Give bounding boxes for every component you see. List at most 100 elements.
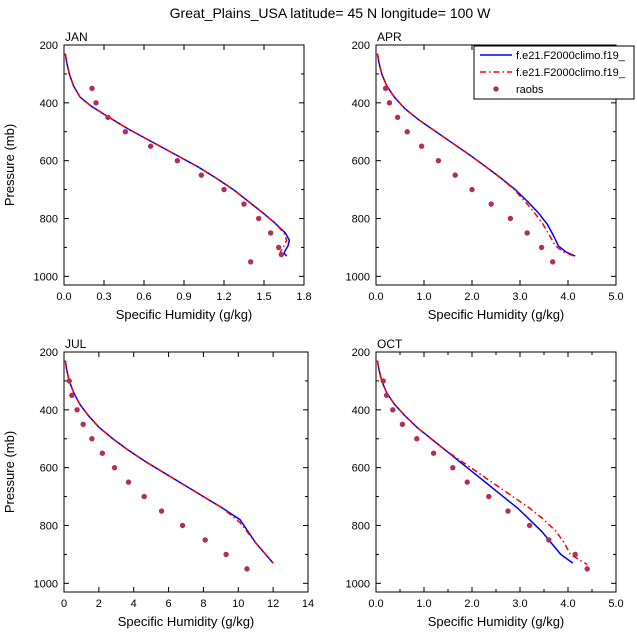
- panel-oct: 200 400 600 800 1000 0.0 1.0 2.0 3.0 4.0 5.0 Specif…: [346, 337, 624, 629]
- raobs-point: [435, 157, 442, 164]
- x-tick-label: 1.0: [416, 291, 431, 303]
- legend-marker: [493, 86, 499, 92]
- plot-frame: [63, 44, 305, 286]
- raobs-point: [430, 450, 437, 456]
- raobs-point: [450, 464, 456, 471]
- raobs-point: [125, 479, 132, 485]
- y-tick-label: 1000: [346, 578, 370, 590]
- panel-title: JAN: [65, 30, 88, 44]
- y-tick-label: 1000: [346, 271, 370, 283]
- raobs-point: [93, 100, 99, 106]
- x-tick-label: 1.8: [296, 291, 311, 303]
- x-tick-label: 0.0: [368, 598, 383, 610]
- x-tick-label: 4.0: [560, 598, 575, 610]
- raobs-point: [141, 493, 147, 500]
- raobs-point: [452, 172, 458, 178]
- model-line-blue: [376, 360, 574, 564]
- x-tick-label: 0: [61, 598, 67, 610]
- legend-label: f.e21.F2000climo.f19_: [516, 67, 626, 79]
- x-tick-label: 1.5: [256, 291, 271, 303]
- x-tick-label: 3.0: [512, 291, 527, 303]
- x-tick-label: 0.0: [56, 291, 71, 303]
- raobs-point: [89, 436, 95, 442]
- panels-group: 200 400 600 800 1000 0.0 0.3 0.6 0.9 1.2 1.5 1.8 Spe…: [2, 30, 624, 629]
- y-tick-label: 200: [40, 40, 58, 52]
- raobs-point: [469, 186, 475, 193]
- raobs-point: [267, 230, 274, 236]
- x-tick-label: 4: [131, 598, 137, 610]
- legend: f.e21.F2000climo.f19_ f.e21.F2000climo.f1…: [473, 45, 635, 100]
- y-tick-label: 800: [40, 520, 58, 532]
- raobs-point: [122, 129, 129, 135]
- raobs-point: [74, 407, 80, 413]
- raobs-point: [464, 479, 470, 485]
- raobs-point: [69, 392, 75, 399]
- raobs-point: [89, 85, 95, 92]
- raobs-point: [524, 230, 530, 236]
- legend-label: f.e21.F2000climo.f19_: [516, 50, 626, 62]
- raobs-point: [244, 566, 250, 572]
- x-axis-title: Specific Humidity (g/kg): [118, 614, 255, 629]
- raobs-point: [158, 508, 165, 514]
- legend-label: raobs: [516, 84, 544, 96]
- panel-jan: 200 400 600 800 1000 0.0 0.3 0.6 0.9 1.2 1.5 1.8 Spe…: [2, 30, 312, 322]
- raobs-point: [404, 129, 410, 135]
- y-tick-label: 600: [352, 156, 370, 168]
- raobs-point: [386, 100, 393, 106]
- raobs-point: [105, 114, 111, 120]
- x-tick-label: 1.0: [416, 598, 431, 610]
- raobs-point: [399, 421, 406, 427]
- x-tick-label: 0.3: [96, 291, 111, 303]
- model-line-blue: [64, 53, 291, 257]
- raobs-point: [147, 143, 154, 149]
- y-axis-title: Pressure (mb): [2, 124, 17, 206]
- raobs-point: [247, 259, 254, 265]
- model-line-red: [376, 360, 588, 566]
- panel-title: OCT: [377, 337, 403, 351]
- raobs-point: [174, 157, 181, 164]
- raobs-point: [255, 215, 262, 222]
- y-tick-label: 1000: [34, 578, 58, 590]
- raobs-point: [546, 537, 552, 543]
- y-tick-label: 800: [352, 213, 370, 225]
- panel-title: APR: [377, 30, 402, 44]
- y-tick-label: 400: [352, 98, 370, 110]
- y-axis-title: Pressure (mb): [2, 431, 17, 513]
- model-line-red: [64, 360, 274, 564]
- raobs-point: [418, 143, 425, 149]
- raobs-point: [572, 551, 578, 558]
- panel-title: JUL: [65, 337, 87, 351]
- plot-frame: [63, 351, 309, 593]
- x-tick-label: 4.0: [560, 291, 575, 303]
- y-tick-label: 200: [40, 347, 58, 359]
- y-tick-label: 600: [352, 463, 370, 475]
- x-tick-label: 0.9: [176, 291, 191, 303]
- model-line-red: [376, 53, 575, 257]
- x-tick-label: 0.0: [368, 291, 383, 303]
- figure-title: Great_Plains_USA latitude= 45 N longitud…: [170, 5, 491, 21]
- y-tick-label: 1000: [34, 271, 58, 283]
- x-tick-label: 2.0: [464, 598, 479, 610]
- raobs-point: [382, 85, 389, 92]
- y-tick-label: 200: [352, 347, 370, 359]
- raobs-point: [221, 186, 227, 193]
- panel-apr: 200 400 600 800 1000 0.0 1.0 2.0 3.0 4.0 5.0 Specif…: [346, 30, 624, 322]
- raobs-point: [380, 378, 386, 384]
- raobs-point: [66, 378, 72, 384]
- raobs-point: [507, 215, 514, 222]
- raobs-point: [278, 251, 285, 258]
- y-tick-label: 400: [40, 98, 58, 110]
- x-tick-label: 8: [200, 598, 206, 610]
- raobs-point: [99, 450, 106, 456]
- raobs-point: [275, 244, 282, 251]
- y-tick-label: 600: [40, 463, 58, 475]
- raobs-point: [202, 537, 208, 543]
- raobs-point: [383, 392, 390, 399]
- x-tick-label: 0.6: [136, 291, 151, 303]
- y-tick-label: 800: [40, 213, 58, 225]
- raobs-point: [223, 551, 229, 558]
- raobs-point: [505, 508, 511, 514]
- raobs-point: [394, 114, 401, 120]
- raobs-point: [584, 566, 590, 572]
